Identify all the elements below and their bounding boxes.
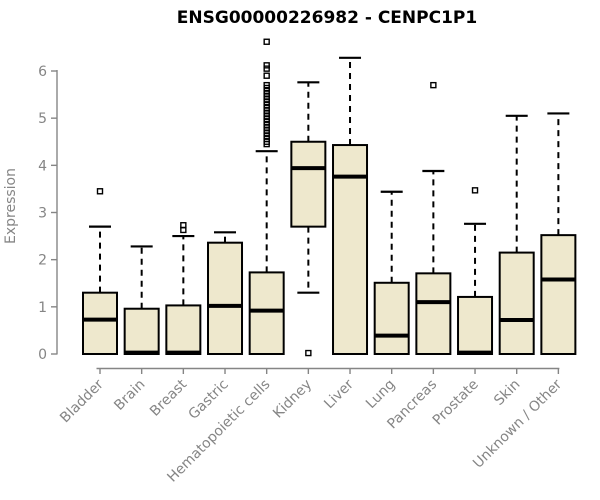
chart-title: ENSG00000226982 - CENPC1P1 (177, 8, 477, 28)
iqr-box (123, 307, 160, 355)
y-tick-label: 1 (38, 300, 47, 316)
boxplot-group-brain (123, 245, 160, 355)
boxes (82, 38, 577, 357)
x-tick-label-liver: Liver (321, 376, 357, 412)
x-tick-label-breast: Breast (147, 376, 191, 420)
x-tick-label-lung: Lung (363, 377, 398, 412)
outlier-point (263, 38, 270, 45)
boxplot-group-kidney (290, 81, 327, 357)
iqr-box (290, 140, 327, 228)
iqr-box (457, 295, 494, 355)
y-tick-label: 6 (38, 64, 47, 80)
iqr-box (373, 281, 410, 355)
y-tick-label: 2 (38, 253, 47, 269)
x-tick-label-brain: Brain (111, 377, 148, 414)
outlier-point (471, 187, 479, 194)
outlier-point (305, 349, 312, 357)
y-tick-label: 0 (38, 347, 47, 363)
iqr-box (415, 272, 452, 355)
y-tick-label: 5 (38, 111, 47, 127)
iqr-box (540, 234, 577, 355)
y-axis-label: Expression (3, 168, 19, 244)
x-tick-label-skin: Skin (491, 377, 523, 409)
boxplot-group-skin (498, 114, 535, 355)
y-tick-label: 4 (38, 158, 47, 174)
iqr-box (332, 144, 369, 355)
boxplot-group-bladder (82, 188, 118, 355)
y-tick-label: 3 (38, 205, 47, 221)
boxplot-group-hematopoietic-cells (248, 38, 285, 355)
outlier-point (180, 222, 187, 229)
x-tick-label-prostate: Prostate (430, 377, 482, 429)
x-tick-label-bladder: Bladder (57, 376, 107, 426)
boxplot-group-unknown-other (540, 112, 577, 355)
outlier-point (263, 81, 270, 89)
iqr-box (82, 291, 118, 355)
outlier-point (263, 65, 270, 72)
x-tick-label-kidney: Kidney (270, 377, 315, 422)
boxplot-group-gastric (207, 231, 244, 355)
iqr-box (165, 304, 202, 356)
outlier-point (263, 72, 270, 79)
boxplot-group-liver (332, 56, 369, 355)
outlier-point (430, 81, 437, 89)
boxplot-group-prostate (457, 187, 494, 355)
outlier-point (263, 62, 270, 69)
iqr-box (498, 251, 535, 355)
outlier-point (96, 188, 104, 195)
iqr-box (207, 241, 244, 355)
iqr-box (248, 271, 285, 355)
boxplot-group-breast (165, 222, 202, 356)
boxplot-group-lung (373, 190, 410, 355)
boxplot-group-pancreas (415, 81, 452, 355)
